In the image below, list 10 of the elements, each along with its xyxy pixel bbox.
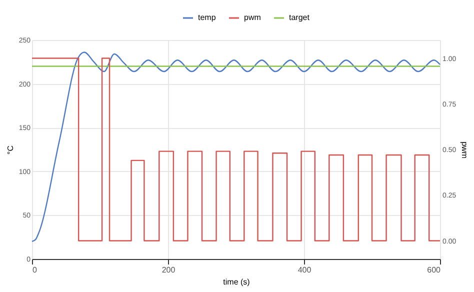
legend-label: pwm bbox=[244, 13, 262, 22]
legend-label: temp bbox=[198, 13, 216, 22]
x-tick-label: 0 bbox=[32, 266, 38, 274]
x-tick-label: 600 bbox=[427, 266, 442, 274]
y-axis-title: °C bbox=[6, 145, 15, 154]
x-tick-label: 400 bbox=[298, 266, 312, 274]
x-tick-label: 200 bbox=[162, 266, 176, 274]
y2-axis-title: pwm bbox=[460, 142, 470, 159]
legend-label: target bbox=[289, 13, 310, 22]
x-axis-title: time (s) bbox=[223, 278, 250, 286]
